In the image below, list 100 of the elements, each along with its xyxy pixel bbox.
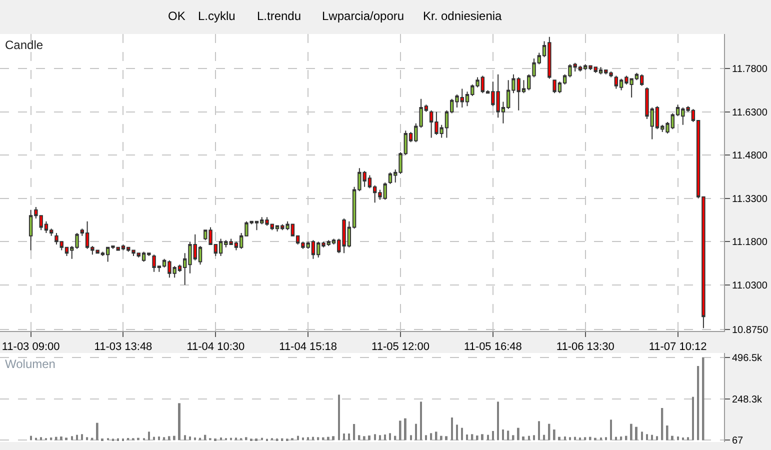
x-tick-label: 11-05 16:48 [464, 341, 522, 354]
bar [471, 434, 474, 440]
chart-title: Candle [5, 38, 44, 52]
bar [220, 438, 222, 440]
bar [30, 436, 32, 440]
bar [40, 437, 42, 440]
bar [646, 434, 648, 440]
bar [332, 436, 335, 440]
bar [620, 436, 622, 440]
bar [507, 430, 510, 440]
bar [189, 436, 191, 440]
bar [148, 432, 150, 440]
text: L.cyklu [198, 9, 236, 23]
bar [307, 437, 309, 440]
bar [440, 436, 442, 440]
bar [682, 438, 684, 440]
bar [297, 436, 299, 440]
bar [579, 438, 581, 440]
y-tick-label: 11.7800 [732, 64, 768, 76]
bar [363, 436, 366, 440]
bar [435, 432, 438, 440]
bar [163, 437, 166, 440]
bar [564, 436, 566, 440]
bar [671, 436, 674, 440]
bar [451, 418, 453, 440]
bar [456, 424, 458, 440]
x-tick-label: 11-04 10:30 [186, 341, 245, 354]
bar [641, 432, 643, 440]
bar [55, 436, 58, 440]
bar [117, 438, 119, 441]
bar [461, 428, 463, 440]
bar [430, 433, 432, 440]
bar [517, 428, 520, 440]
bar [322, 437, 324, 440]
bar [543, 434, 546, 440]
text: L.trendu [257, 9, 302, 23]
bar [60, 436, 62, 440]
x-tick-label: 11-03 13:48 [94, 341, 152, 354]
bar [651, 434, 653, 440]
bar [302, 438, 304, 440]
bar [76, 434, 78, 440]
bar [415, 424, 417, 440]
bar [317, 437, 320, 440]
bar [605, 437, 607, 440]
x-tick-label: 11-04 15:18 [279, 341, 338, 354]
bar [410, 435, 412, 440]
bar [677, 436, 679, 440]
bar [702, 358, 704, 440]
x-tick-label: 11-06 13:30 [556, 341, 614, 354]
text: Lwparcia/oporu [322, 9, 404, 23]
bar [481, 434, 484, 440]
bar [353, 424, 356, 440]
y-tick-label: 11.6300 [732, 107, 768, 118]
bar [476, 436, 478, 440]
bar [420, 402, 422, 440]
chart-title: Wolumen [5, 357, 56, 371]
bar [158, 436, 160, 440]
bar [522, 436, 525, 440]
bar [399, 420, 402, 440]
bar [569, 437, 571, 440]
bar [492, 431, 494, 440]
y-tick-label: 10.8750 [732, 325, 769, 336]
bar [404, 418, 406, 440]
bar [348, 434, 350, 440]
bar [384, 434, 386, 440]
y-tick-label: 248.3k [732, 394, 764, 406]
bar [512, 435, 514, 440]
bar [96, 422, 98, 440]
bar [327, 436, 330, 440]
y-tick-label: 496.5k [732, 352, 764, 364]
text: Kr. odniesienia [423, 9, 502, 23]
y-tick-label: 11.3300 [732, 194, 768, 205]
bar [630, 424, 632, 440]
bar [343, 434, 345, 440]
bar [466, 434, 468, 440]
bar [538, 421, 540, 440]
bar [610, 420, 612, 440]
bar [635, 426, 638, 440]
text: OK [168, 9, 186, 23]
bar [502, 430, 504, 440]
bar [81, 434, 83, 440]
bar [692, 396, 694, 440]
bar [594, 438, 596, 440]
bar [487, 434, 489, 440]
y-tick-label: 67 [732, 436, 744, 447]
bar [184, 435, 186, 440]
bar [374, 434, 376, 440]
x-tick-label: 11-07 10:12 [648, 341, 707, 354]
bar [497, 402, 499, 440]
x-tick-label: 11-03 09:00 [2, 341, 60, 354]
bar [379, 435, 381, 440]
bar [600, 438, 602, 440]
bar [173, 436, 176, 440]
bar [86, 437, 88, 440]
y-tick-label: 11.1800 [732, 237, 768, 248]
bar [661, 408, 664, 440]
bar [589, 436, 592, 440]
bar [368, 436, 370, 440]
bar [548, 424, 550, 440]
bar [65, 438, 68, 440]
